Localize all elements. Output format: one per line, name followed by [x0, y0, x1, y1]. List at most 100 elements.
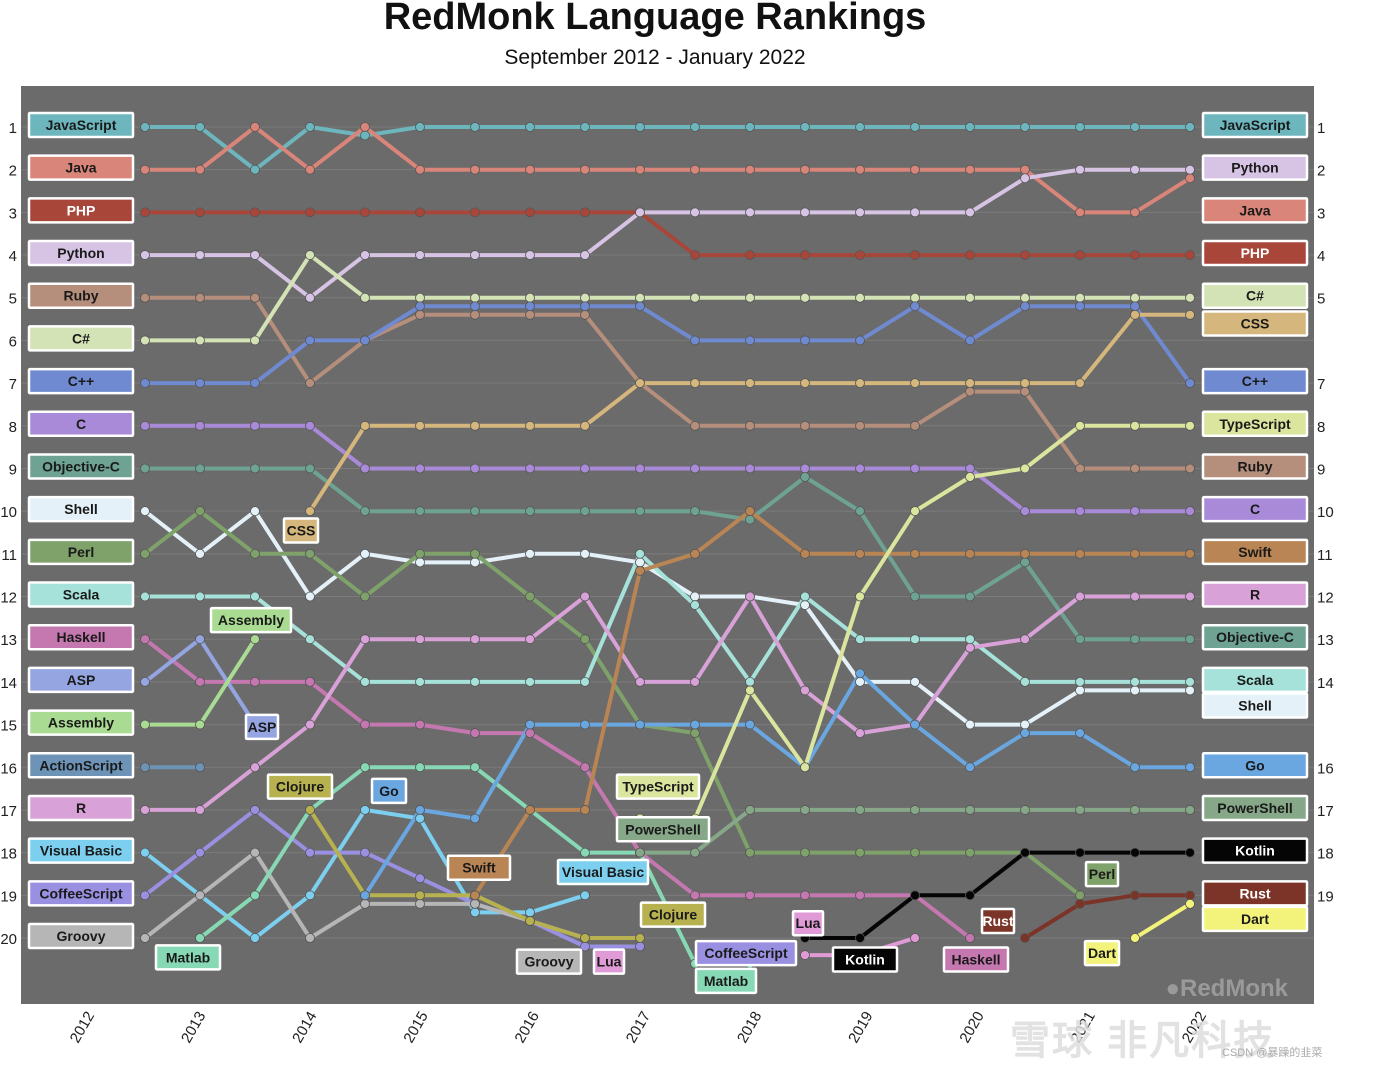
point-c- — [745, 292, 755, 303]
point-javascript — [1075, 122, 1085, 132]
right-tick-label: 1 — [1317, 120, 1325, 137]
start-label: Haskell — [27, 623, 135, 651]
point-java — [1130, 207, 1140, 218]
point-javascript — [800, 122, 810, 132]
right-tick-label: 16 — [1317, 760, 1334, 777]
point-swift — [635, 566, 645, 576]
point-swift — [1075, 548, 1085, 559]
point-python — [910, 207, 920, 218]
svg-text:CSS: CSS — [1241, 315, 1270, 331]
series-line-objective-c — [145, 466, 1190, 642]
point-c- — [360, 292, 370, 303]
point-r — [1130, 591, 1140, 602]
start-label: Visual Basic — [27, 837, 135, 864]
point-c — [360, 463, 370, 474]
point-coffeescript — [360, 847, 370, 858]
start-label: ActionScript — [27, 752, 135, 779]
point-ruby — [910, 420, 920, 431]
point-objective-c — [140, 463, 150, 474]
point-r — [745, 591, 755, 602]
point-java — [1185, 173, 1195, 184]
point-objective-c — [580, 506, 590, 517]
start-label: C — [27, 410, 135, 438]
mid-label: TypeScript — [615, 773, 701, 800]
point-swift — [855, 548, 865, 559]
point-java — [250, 122, 260, 132]
svg-text:JavaScript: JavaScript — [1220, 117, 1291, 133]
point-c- — [305, 250, 315, 260]
point-r — [415, 634, 425, 645]
x-tick-label: 2020 — [956, 1009, 987, 1046]
point-c — [1130, 506, 1140, 517]
x-tick-label: 2016 — [512, 1009, 543, 1046]
point-perl — [965, 847, 975, 858]
point-javascript — [855, 122, 865, 132]
point-java — [415, 164, 425, 175]
svg-text:R: R — [76, 800, 86, 816]
point-php — [525, 207, 535, 218]
point-perl — [140, 548, 150, 559]
start-label: Objective-C — [27, 453, 135, 480]
svg-text:Python: Python — [1231, 160, 1278, 176]
point-css — [855, 378, 865, 389]
point-c- — [250, 378, 260, 389]
point-perl — [910, 847, 920, 858]
svg-text:CoffeeScript: CoffeeScript — [39, 885, 123, 901]
point-python — [965, 207, 975, 218]
point-go — [415, 805, 425, 815]
mid-label: PowerShell — [615, 816, 711, 843]
point-clojure — [525, 916, 535, 926]
point-kotlin — [1130, 847, 1140, 858]
point-php — [855, 250, 865, 260]
point-r — [1020, 634, 1030, 645]
point-c — [745, 463, 755, 474]
point-php — [250, 207, 260, 218]
svg-text:Groovy: Groovy — [524, 954, 573, 970]
point-javascript — [690, 122, 700, 132]
point-haskell — [140, 634, 150, 645]
point-ruby — [1185, 463, 1195, 474]
start-label: ASP — [27, 666, 135, 694]
point-c- — [415, 301, 425, 312]
point-scala — [525, 676, 535, 687]
point-python — [635, 207, 645, 218]
right-tick-label: 13 — [1317, 632, 1334, 649]
point-c- — [360, 335, 370, 346]
point-objective-c — [745, 514, 755, 525]
point-css — [1130, 309, 1140, 320]
point-java — [1020, 164, 1030, 175]
point-matlab — [470, 762, 480, 773]
x-tick-label: 2018 — [734, 1009, 765, 1046]
svg-text:Go: Go — [1245, 757, 1264, 773]
point-java — [140, 164, 150, 175]
point-python — [195, 250, 205, 260]
x-tick-label: 2015 — [400, 1009, 431, 1046]
svg-text:Visual Basic: Visual Basic — [40, 843, 122, 859]
point-powershell — [910, 805, 920, 815]
end-label: Java — [1201, 197, 1309, 224]
start-label: CoffeeScript — [27, 880, 135, 907]
point-php — [305, 207, 315, 218]
point-css — [800, 378, 810, 389]
point-c- — [635, 301, 645, 312]
point-c- — [1075, 292, 1085, 303]
point-matlab — [250, 890, 260, 901]
credit-text: CSDN @暴躁的韭菜 — [1222, 1047, 1323, 1059]
end-label: TypeScript — [1201, 410, 1309, 438]
point-ruby — [305, 378, 315, 389]
svg-text:Haskell: Haskell — [951, 951, 1000, 967]
right-tick-label: 17 — [1317, 803, 1334, 820]
series-line-dart — [1133, 902, 1192, 940]
right-tick-label: 3 — [1317, 205, 1325, 222]
point-clojure — [305, 805, 315, 815]
point-ruby — [525, 309, 535, 320]
point-coffeescript — [305, 847, 315, 858]
point-scala — [745, 676, 755, 687]
y-tick-label: 6 — [9, 333, 17, 350]
point-php — [1020, 250, 1030, 260]
point-shell — [1020, 719, 1030, 730]
point-r — [1185, 591, 1195, 602]
point-java — [360, 122, 370, 132]
point-clojure — [580, 933, 590, 943]
point-r — [855, 728, 865, 739]
